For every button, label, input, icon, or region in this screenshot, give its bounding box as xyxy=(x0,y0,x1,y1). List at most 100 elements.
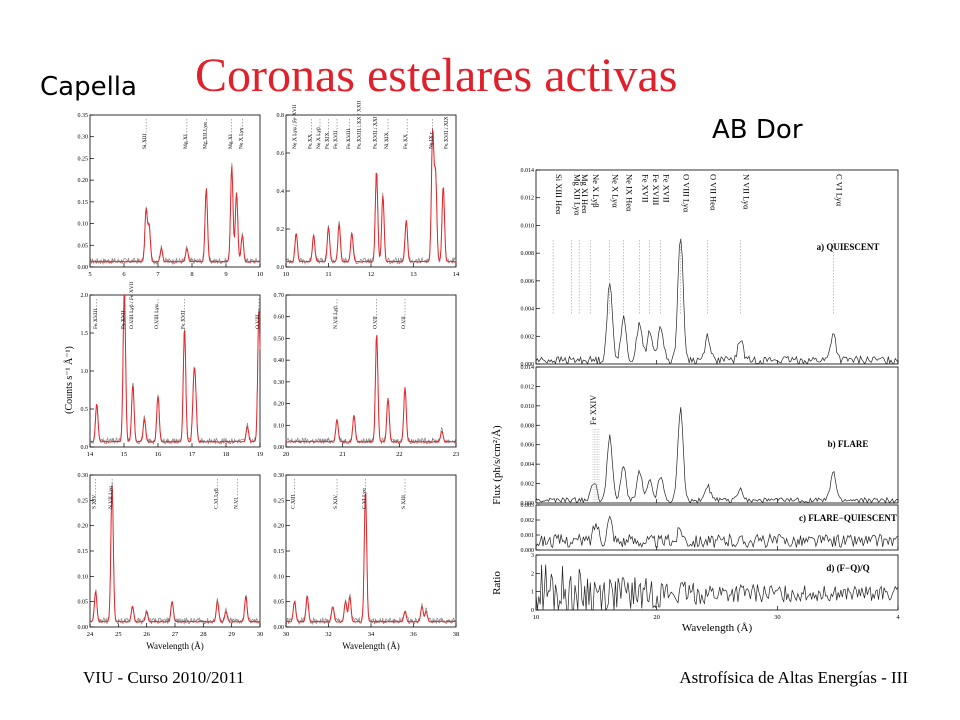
abdor-ylabel-flux: Flux (ph/s/cm²/Å) xyxy=(491,425,503,505)
capella-panel-5-ytick-label: 0.10 xyxy=(78,574,89,580)
capella-line-label: Fe XX xyxy=(403,134,409,149)
capella-line-label: Fe XVIII / XX / XXII xyxy=(356,100,362,149)
abdor-panel-4-xtick-label: 4 xyxy=(896,614,900,621)
abdor-line-label: Mg XII Lyα xyxy=(572,174,582,216)
capella-panel-1-xtick-label: 6 xyxy=(122,271,126,278)
abdor-panel-4-ytick-label: 0 xyxy=(531,608,534,614)
capella-panel-1-xtick-label: 7 xyxy=(156,271,160,278)
capella-line-label: S XIII xyxy=(401,495,407,509)
capella-panel-5-ytick-label: 0.20 xyxy=(78,524,89,530)
capella-panel-1-ytick-label: 0.15 xyxy=(78,200,89,206)
slide-title: Coronas estelares activas xyxy=(195,49,678,102)
abdor-panel-2-ytick-label: 0.014 xyxy=(521,365,535,371)
abdor-panel-3-frame xyxy=(535,504,899,551)
capella-panel-5-xtick-label: 30 xyxy=(257,631,264,638)
abdor-panel-label: a) QUIESCENT xyxy=(817,242,880,252)
capella-observed-series xyxy=(285,335,457,445)
capella-panel-6-frame xyxy=(285,474,457,628)
capella-panel-3-xtick-label: 18 xyxy=(223,451,230,458)
capella-line-label: Ne X Lyγ xyxy=(238,127,244,149)
capella-line-label: C XIII xyxy=(291,494,297,509)
capella-line-label: Mg XI xyxy=(228,134,234,149)
capella-line-label: Si XIII xyxy=(142,133,148,149)
capella-line-label: Ne X Lyα / Fe XVII xyxy=(292,104,298,149)
abdor-spectrum-series xyxy=(535,238,899,366)
capella-line-label: Fe XVII / XIX xyxy=(444,116,450,149)
abdor-panel-4-ytick-label: 3 xyxy=(531,553,534,559)
capella-panel-4-ytick-label: 0.40 xyxy=(274,358,285,364)
capella-panel-4-xtick-label: 23 xyxy=(453,451,460,458)
capella-xlabel: Wavelength (Å) xyxy=(146,641,204,651)
abdor-line-label: O VIII Lyα xyxy=(681,174,691,213)
capella-panel-6-ytick-label: 0.15 xyxy=(274,549,285,555)
capella-panel-6-ytick-label: 0.20 xyxy=(274,524,285,530)
capella-panel-5-xtick-label: 25 xyxy=(115,631,122,638)
abdor-panel-1-ytick-label: 0.004 xyxy=(521,307,535,313)
capella-panel-3-ytick-label: 0.5 xyxy=(81,407,89,413)
abdor-panel-4-xtick-label: 20 xyxy=(653,614,660,621)
abdor-line-label: Ne X Lyβ xyxy=(591,174,601,208)
capella-model-series xyxy=(89,166,261,264)
capella-panel-2-xtick-label: 11 xyxy=(325,271,331,278)
capella-model-series xyxy=(285,128,457,263)
capella-line-label: O VII xyxy=(401,316,407,329)
abdor-panel-2-ytick-label: 0.008 xyxy=(521,423,535,429)
capella-panel-1-xtick-label: 5 xyxy=(88,271,91,278)
capella-panel-1-ytick-label: 0.05 xyxy=(78,243,89,249)
capella-line-label: Fe XX xyxy=(308,134,314,149)
abdor-line-label: O VII Heα xyxy=(709,174,719,211)
capella-panel-3-ytick-label: 1.5 xyxy=(81,331,89,337)
abdor-line-label: Mg XI Heα xyxy=(580,174,590,214)
abdor-panel-2-ytick-label: 0.002 xyxy=(521,482,535,488)
abdor-panel-2-ytick-label: 0.004 xyxy=(521,462,535,468)
capella-panel-5-xtick-label: 26 xyxy=(143,631,150,638)
capella-panel-2-ytick-label: 0.8 xyxy=(277,113,285,119)
capella-model-series xyxy=(285,492,457,624)
abdor-line-label: C VI Lyα xyxy=(834,174,844,207)
abdor-panel-1-ytick-label: 0.008 xyxy=(521,251,535,257)
capella-panel-6-xtick-label: 38 xyxy=(453,631,460,638)
capella-line-label: Fe XVII xyxy=(333,130,339,149)
abdor-panel-4-xtick-label: 10 xyxy=(533,614,540,621)
capella-panel-1-ytick-label: 0.10 xyxy=(78,222,89,228)
capella-line-label: N VII Lyα xyxy=(108,486,114,509)
capella-panel-6-xtick-label: 32 xyxy=(325,631,332,638)
capella-panel-6-xtick-label: 30 xyxy=(283,631,290,638)
capella-line-label: Mg XII Lyα xyxy=(202,122,208,149)
capella-panel-4-xtick-label: 21 xyxy=(339,451,346,458)
capella-panel-4-ytick-label: 0.20 xyxy=(274,402,285,408)
abdor-spectrum-series xyxy=(535,407,899,504)
abdor-panel-1-ytick-label: 0.014 xyxy=(521,168,535,174)
abdor-panel-1-ytick-label: 0.000 xyxy=(521,362,535,368)
capella-panel-4-ytick-label: 0.00 xyxy=(274,445,285,451)
capella-observed-series xyxy=(285,495,457,626)
capella-panel-3-ytick-label: 2.0 xyxy=(81,293,89,299)
capella-panel-6-ytick-label: 0.05 xyxy=(274,600,285,606)
capella-panel-1-xtick-label: 8 xyxy=(190,271,193,278)
capella-panel-5-xtick-label: 27 xyxy=(172,631,179,638)
capella-panel-3-frame xyxy=(89,294,261,448)
abdor-line-label: Fe XVII xyxy=(641,174,651,203)
capella-panel-6-ytick-label: 0.25 xyxy=(274,498,285,504)
capella-observed-series xyxy=(89,294,261,446)
capella-panel-3-ytick-label: 0.0 xyxy=(81,445,89,451)
capella-panel-2-ytick-label: 0.2 xyxy=(277,227,285,233)
abdor-xlabel: Wavelength (Å) xyxy=(682,622,753,634)
capella-panel-4-xtick-label: 20 xyxy=(283,451,290,458)
abdor-figure: 0.000 0.002 0.004 0.006 0.008 0.010 0.012 0.014… xyxy=(491,168,900,634)
abdor-panel-4-ytick-label: 1 xyxy=(531,590,534,596)
abdor-panel-3-ytick-label: 0.002 xyxy=(521,518,535,524)
abdor-label: AB Dor xyxy=(712,115,803,145)
capella-panel-5-ytick-label: 0.05 xyxy=(78,600,89,606)
capella-line-label: Fe XVII xyxy=(181,310,187,329)
capella-panel-2-xtick-label: 12 xyxy=(368,271,375,278)
abdor-panel-4-frame xyxy=(535,554,899,611)
capella-panel-5-ytick-label: 0.00 xyxy=(78,625,89,631)
capella-panel-3-xtick-label: 16 xyxy=(155,451,162,458)
capella-panel-3-xtick-label: 14 xyxy=(87,451,94,458)
capella-line-label: Fe XVII / XXI xyxy=(373,116,379,149)
capella-line-label: C VI Lyβ xyxy=(214,488,220,509)
capella-figure: 5 6 7 8 9 10 0.00 0.05 0.10 0.15 0.20 0.25 0.30 0.35 S… xyxy=(63,100,460,651)
capella-panel-1-ytick-label: 0.20 xyxy=(78,178,89,184)
capella-panel-1-frame xyxy=(89,114,261,268)
